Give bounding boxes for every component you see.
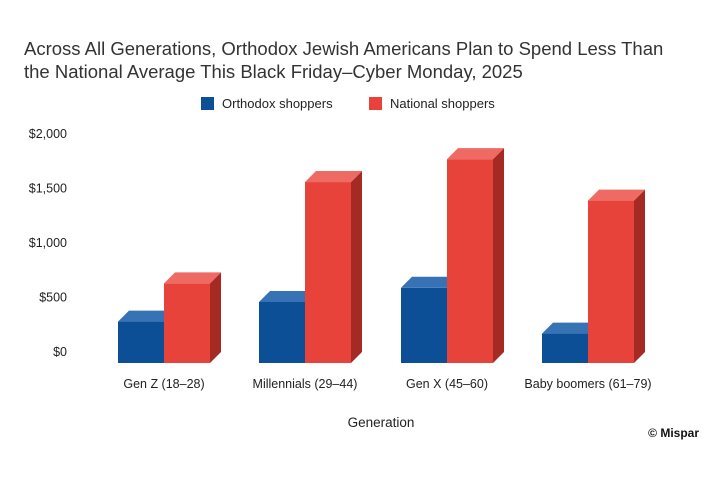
y-axis-ticks: $0 $500 $1,000 $1,500 $2,000 — [29, 127, 67, 359]
legend-swatch-orthodox — [201, 97, 214, 110]
bar-national-3 — [588, 189, 645, 363]
bar-orthodox-3 — [542, 322, 599, 363]
bar-side — [493, 148, 504, 363]
credit-label: © Mispar — [648, 426, 699, 440]
legend: Orthodox shoppers National shoppers — [201, 96, 495, 111]
bar-top — [305, 171, 362, 183]
bar-front — [401, 287, 447, 363]
x-tick-label: Millennials (29–44) — [253, 377, 358, 391]
bar-top — [164, 272, 221, 284]
y-tick-label: $0 — [53, 345, 67, 359]
x-tick-label: Gen X (45–60) — [406, 377, 488, 391]
bar-top — [588, 189, 645, 201]
bar-front — [542, 333, 588, 363]
bar-front — [259, 301, 305, 363]
y-tick-label: $1,000 — [29, 236, 67, 250]
chart-title: Across All Generations, Orthodox Jewish … — [24, 38, 663, 82]
bars — [118, 148, 645, 363]
bar-front — [305, 182, 351, 363]
bar-top — [447, 148, 504, 160]
x-tick-label: Gen Z (18–28) — [123, 377, 204, 391]
bar-national-1 — [305, 171, 362, 363]
bar-top — [118, 310, 175, 322]
y-tick-label: $1,500 — [29, 182, 67, 196]
bar-top — [401, 276, 458, 288]
bar-side — [634, 189, 645, 363]
legend-swatch-national — [369, 97, 382, 110]
chart-title-line-1: Across All Generations, Orthodox Jewish … — [24, 38, 663, 59]
legend-label-national: National shoppers — [390, 96, 495, 111]
bar-side — [210, 272, 221, 363]
bar-front — [118, 321, 164, 363]
bar-side — [351, 171, 362, 363]
bar-front — [447, 159, 493, 363]
bar-front — [164, 283, 210, 363]
bar-top — [542, 322, 599, 334]
bar-national-2 — [447, 148, 504, 363]
bar-top — [259, 290, 316, 302]
y-tick-label: $2,000 — [29, 127, 67, 141]
bar-front — [588, 200, 634, 363]
x-axis-categories: Gen Z (18–28) Millennials (29–44) Gen X (4… — [123, 377, 651, 391]
legend-label-orthodox: Orthodox shoppers — [222, 96, 333, 111]
bar-national-0 — [164, 272, 221, 363]
x-axis-title: Generation — [348, 415, 415, 430]
chart-title-line-2: the National Average This Black Friday–C… — [24, 61, 523, 82]
y-tick-label: $500 — [39, 291, 67, 305]
x-tick-label: Baby boomers (61–79) — [524, 377, 651, 391]
